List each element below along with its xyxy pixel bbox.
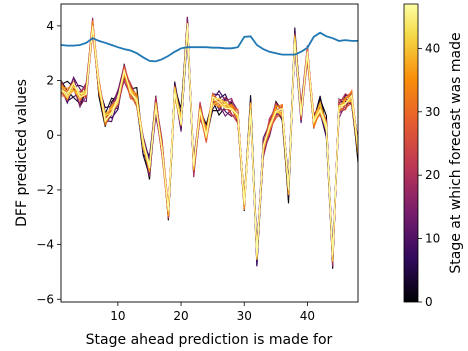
colorbar-label: Stage at which forecast was made xyxy=(448,32,464,273)
forecast-line xyxy=(60,26,359,257)
reference-line xyxy=(60,31,358,63)
plot-frame xyxy=(60,3,359,303)
forecast-line xyxy=(60,23,359,265)
forecast-line xyxy=(60,17,359,267)
colorbar-ticks: 0 10 20 30 40 xyxy=(418,41,440,309)
forecast-line xyxy=(60,31,359,260)
x-tick-label: 30 xyxy=(237,309,252,323)
forecast-line xyxy=(60,25,359,262)
forecast-lines xyxy=(60,16,359,269)
colorbar-tick-label: 10 xyxy=(425,232,440,246)
forecast-line xyxy=(60,23,359,260)
x-tick-label: 40 xyxy=(300,309,315,323)
forecast-line xyxy=(60,17,359,251)
y-tick-label: −4 xyxy=(36,238,54,252)
colorbar-tick-label: 0 xyxy=(425,295,433,309)
forecast-line xyxy=(60,17,359,263)
forecast-line xyxy=(60,20,359,258)
forecast-line xyxy=(60,25,359,257)
x-axis-label: Stage ahead prediction is made for xyxy=(86,332,333,348)
x-tick-label: 20 xyxy=(173,309,188,323)
forecast-line xyxy=(60,31,359,267)
forecast-line xyxy=(60,25,359,269)
forecast-line xyxy=(60,27,359,260)
forecast-line xyxy=(60,16,359,260)
y-axis-ticks: −6 −4 −2 0 2 4 xyxy=(36,19,61,306)
reference-series-line xyxy=(60,31,358,63)
y-tick-label: −2 xyxy=(36,183,54,197)
colorbar xyxy=(403,3,419,303)
forecast-line xyxy=(60,28,359,259)
y-tick-label: −6 xyxy=(36,292,54,306)
forecast-line xyxy=(60,27,359,267)
y-axis-label: DFF predicted values xyxy=(14,79,30,227)
colorbar-tick-label: 40 xyxy=(425,41,440,55)
x-axis-ticks: 10 20 30 40 xyxy=(110,302,315,323)
colorbar-tick-label: 20 xyxy=(425,168,440,182)
x-tick-label: 10 xyxy=(110,309,125,323)
y-tick-label: 2 xyxy=(46,74,54,88)
colorbar-tick-label: 30 xyxy=(425,105,440,119)
forecast-line xyxy=(60,21,359,257)
forecast-line xyxy=(60,23,359,256)
forecast-line xyxy=(60,28,359,262)
y-tick-label: 4 xyxy=(46,19,54,33)
forecast-line xyxy=(60,26,359,257)
y-tick-label: 0 xyxy=(46,128,54,142)
